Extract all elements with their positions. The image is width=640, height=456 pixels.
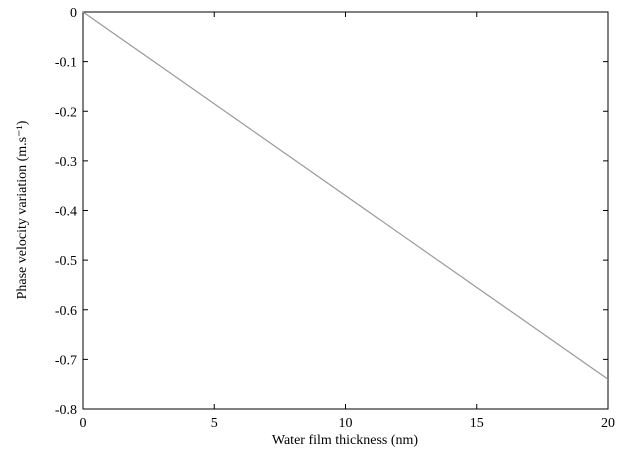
x-tick-label: 5 [211,416,218,431]
y-tick-label: 0 [70,6,77,21]
x-tick-label: 10 [339,416,353,431]
y-tick-label: -0.2 [55,105,77,120]
x-tick-label: 20 [601,416,615,431]
line-series [82,11,609,380]
plot-frame [82,11,609,410]
y-tick-label: -0.3 [55,155,77,170]
y-tick-label: -0.5 [55,254,77,269]
x-axis-label: Water film thickness (nm) [272,433,419,448]
y-tick-label: -0.1 [55,56,77,71]
y-tick-label: -0.7 [55,353,77,368]
y-tick-label: -0.4 [55,205,77,220]
y-tick-label: -0.8 [55,403,77,418]
x-tick-label: 0 [80,416,87,431]
y-tick-label: -0.6 [55,304,77,319]
x-tick-label: 15 [470,416,484,431]
y-axis-label: Phase velocity variation (m.s⁻¹) [15,120,30,299]
